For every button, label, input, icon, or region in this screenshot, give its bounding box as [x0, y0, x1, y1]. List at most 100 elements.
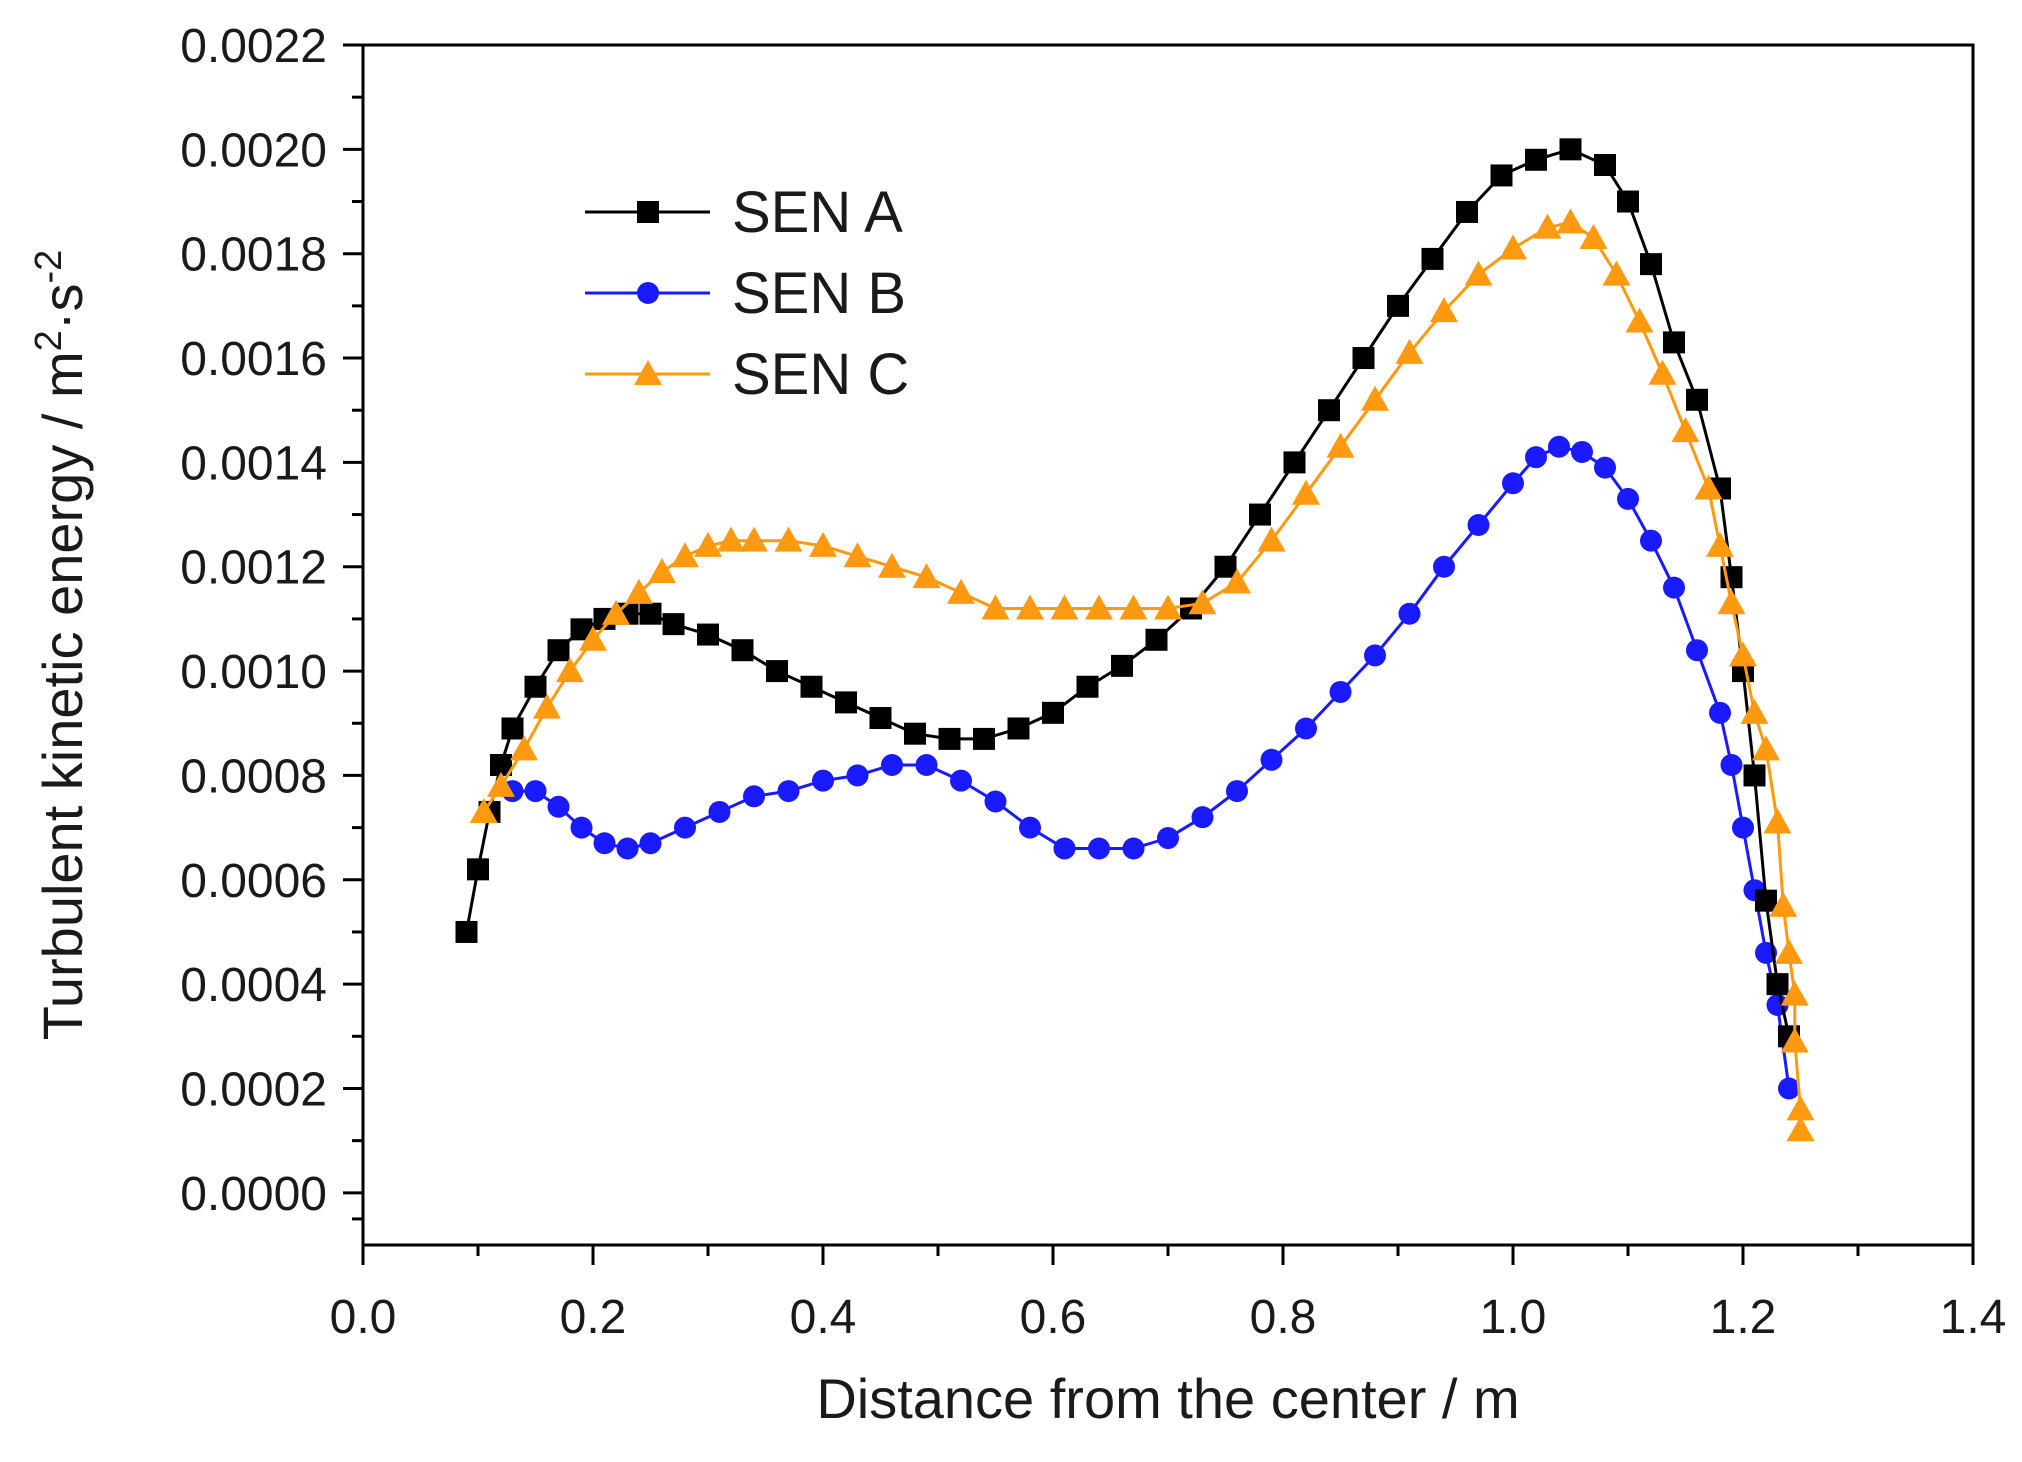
- data-point-sen-b: [1709, 701, 1731, 724]
- data-point-sen-b: [674, 816, 696, 839]
- data-point-sen-b: [1329, 680, 1352, 703]
- data-point-sen-c: [1579, 224, 1608, 250]
- data-point-sen-b: [524, 780, 547, 803]
- data-point-sen-c: [1729, 641, 1757, 667]
- data-point-sen-a: [1525, 148, 1547, 171]
- data-point-sen-a: [731, 639, 754, 662]
- data-point-sen-c: [694, 531, 722, 557]
- data-point-sen-c: [1085, 594, 1113, 620]
- data-point-sen-b: [1191, 806, 1214, 829]
- data-point-sen-a: [1743, 764, 1766, 787]
- data-point-sen-c: [1361, 385, 1389, 411]
- data-point-sen-c: [671, 542, 699, 568]
- data-point-sen-a: [800, 675, 823, 698]
- data-point-sen-b: [777, 780, 800, 803]
- data-point-sen-b: [639, 832, 662, 855]
- data-point-sen-c: [469, 797, 498, 823]
- data-point-sen-b: [616, 837, 639, 860]
- data-point-sen-a: [547, 639, 570, 662]
- data-point-sen-c: [912, 563, 941, 589]
- data-point-sen-c: [740, 526, 768, 552]
- data-point-sen-c: [1671, 417, 1700, 443]
- data-point-sen-c: [878, 552, 906, 578]
- data-point-sen-a: [1663, 331, 1685, 354]
- data-point-sen-c: [1464, 260, 1493, 286]
- data-point-sen-a: [1318, 399, 1340, 422]
- data-point-sen-a: [1456, 200, 1478, 223]
- data-point-sen-a: [524, 675, 547, 698]
- data-point-sen-b: [1260, 748, 1283, 771]
- data-point-sen-c: [1763, 808, 1792, 834]
- data-point-sen-a: [869, 707, 892, 730]
- data-point-sen-a: [973, 727, 995, 750]
- data-point-sen-a: [1352, 347, 1375, 370]
- data-point-sen-b: [1732, 816, 1754, 839]
- legend-label-sen-c: SEN C: [732, 342, 909, 407]
- series-layer: [455, 138, 1815, 1142]
- data-point-sen-c: [1740, 698, 1769, 724]
- data-point-sen-a: [904, 722, 926, 745]
- y-tick-label: 0.0020: [180, 124, 327, 177]
- data-point-sen-a: [467, 858, 489, 881]
- y-tick-label: 0.0016: [180, 333, 327, 386]
- data-point-sen-b: [1433, 555, 1455, 578]
- data-point-sen-c: [1602, 260, 1631, 286]
- data-point-sen-a: [1617, 190, 1639, 213]
- data-point-sen-b: [708, 800, 731, 823]
- data-point-sen-b: [1720, 754, 1743, 776]
- data-point-sen-c: [1050, 594, 1079, 620]
- y-tick-label: 0.0002: [180, 1063, 327, 1116]
- data-point-sen-c: [1786, 1116, 1815, 1142]
- data-point-sen-b: [1157, 827, 1179, 850]
- data-point-sen-c: [1326, 432, 1355, 458]
- data-point-sen-b: [1525, 446, 1547, 469]
- data-point-sen-a: [1490, 164, 1513, 187]
- data-point-sen-a: [1766, 973, 1789, 996]
- data-point-sen-a: [835, 691, 857, 714]
- y-tick-label: 0.0012: [180, 542, 327, 595]
- x-tick-label: 0.2: [560, 1291, 627, 1344]
- x-tick-label: 0.6: [1020, 1291, 1087, 1344]
- data-point-sen-a: [1076, 675, 1099, 698]
- data-point-sen-b: [1686, 639, 1708, 662]
- legend-label-sen-b: SEN B: [732, 261, 906, 326]
- data-point-sen-b: [1467, 514, 1490, 536]
- y-axis-title-sup-1: 2: [28, 330, 70, 351]
- y-tick-label: 0.0014: [180, 437, 327, 490]
- data-point-sen-b: [1778, 1077, 1800, 1100]
- data-point-sen-c: [1780, 1027, 1809, 1053]
- data-point-sen-b: [1019, 816, 1041, 839]
- x-tick-label: 1.2: [1710, 1291, 1777, 1344]
- data-point-sen-a: [1755, 889, 1777, 912]
- data-point-sen-a: [697, 623, 719, 646]
- x-tick-label: 0.4: [790, 1291, 857, 1344]
- x-tick-label: 1.0: [1480, 1291, 1547, 1344]
- data-point-sen-a: [1145, 628, 1168, 651]
- data-point-sen-a: [1686, 388, 1708, 411]
- y-axis-title: Turbulent kinetic energy / m2·s-2: [28, 250, 94, 1041]
- y-tick-label: 0.0018: [180, 229, 327, 282]
- data-point-sen-c: [648, 557, 676, 583]
- data-point-sen-a: [1421, 247, 1444, 270]
- data-point-sen-a: [1214, 555, 1237, 578]
- data-point-sen-b: [1122, 837, 1145, 860]
- data-point-sen-a: [455, 920, 478, 943]
- data-point-sen-c: [556, 657, 584, 683]
- data-point-sen-c: [1292, 479, 1320, 505]
- data-point-sen-b: [593, 832, 616, 855]
- data-point-sen-c: [1395, 338, 1424, 364]
- data-point-sen-a: [1249, 503, 1271, 526]
- legend-marker-sen-a: [637, 201, 659, 223]
- data-point-sen-a: [639, 602, 662, 625]
- data-point-sen-c: [579, 625, 607, 651]
- data-point-sen-c: [510, 735, 538, 761]
- data-point-sen-b: [1571, 440, 1593, 463]
- data-point-sen-c: [1257, 526, 1286, 552]
- data-point-sen-c: [602, 599, 630, 625]
- data-point-sen-c: [843, 542, 872, 568]
- x-tick-label: 1.4: [1940, 1291, 2007, 1344]
- y-tick-label: 0.0006: [180, 855, 327, 908]
- data-point-sen-c: [1430, 297, 1458, 323]
- data-point-sen-a: [570, 618, 593, 641]
